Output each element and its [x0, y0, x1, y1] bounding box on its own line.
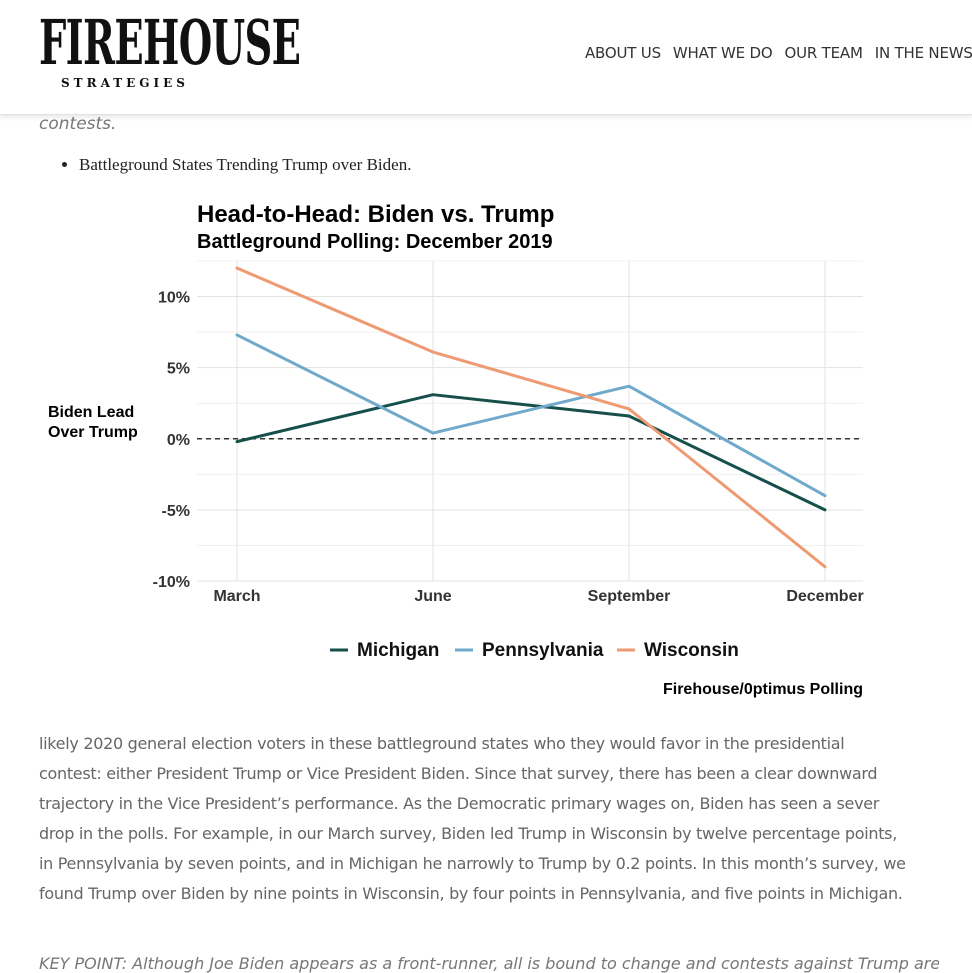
legend-label-michigan: Michigan: [357, 640, 439, 661]
legend-label-wisconsin: Wisconsin: [644, 640, 739, 661]
article-paragraph: likely 2020 general election voters in t…: [39, 734, 906, 903]
x-tick-label: March: [213, 588, 260, 605]
logo-tagline: STRATEGIES: [61, 76, 189, 90]
x-tick-label: June: [414, 588, 451, 605]
nav-in-the-news[interactable]: IN THE NEWS: [874, 44, 972, 62]
polling-line-chart: Head-to-Head: Biden vs. Trump Battlegrou…: [48, 201, 864, 698]
bullet-list: Battleground States Trending Trump over …: [57, 155, 411, 175]
chart-source: Firehouse/0ptimus Polling: [663, 681, 863, 698]
y-tick-label: -10%: [153, 574, 190, 591]
x-tick-label: December: [786, 588, 863, 605]
y-tick-label: 10%: [158, 290, 190, 307]
x-tick-label: September: [588, 588, 671, 605]
nav-about-us[interactable]: ABOUT US: [585, 44, 661, 62]
chart-grid: [197, 260, 863, 582]
legend-label-pennsylvania: Pennsylvania: [482, 640, 604, 661]
y-axis-label: Biden Lead Over Trump: [48, 404, 138, 441]
series-line-michigan: [235, 393, 827, 512]
series-line-wisconsin: [235, 266, 827, 569]
previous-paragraph-fragment: contests.: [39, 114, 117, 134]
nav-our-team[interactable]: OUR TEAM: [784, 44, 863, 62]
chart-series: [235, 266, 827, 569]
y-tick-label: 0%: [167, 432, 190, 449]
firehouse-logo[interactable]: FIREHOUSE STRATEGIES: [39, 6, 301, 96]
main-nav: ABOUT US WHAT WE DO OUR TEAM IN THE NEWS: [585, 44, 972, 62]
y-tick-label: -5%: [162, 503, 190, 520]
y-axis-ticks: -10% -5% 0% 5% 10%: [153, 290, 190, 591]
y-tick-label: 5%: [167, 361, 190, 378]
chart-title: Head-to-Head: Biden vs. Trump: [197, 201, 554, 228]
series-line-pennsylvania: [235, 333, 827, 498]
chart-legend: Michigan Pennsylvania Wisconsin: [330, 640, 739, 661]
site-header: FIREHOUSE STRATEGIES ABOUT US WHAT WE DO…: [0, 0, 972, 115]
logo-wordmark: FIREHOUSE: [39, 6, 301, 79]
bullet-item: Battleground States Trending Trump over …: [79, 155, 411, 175]
chart-subtitle: Battleground Polling: December 2019: [197, 231, 553, 253]
x-axis-ticks: March June September December: [213, 588, 863, 605]
nav-what-we-do[interactable]: WHAT WE DO: [672, 44, 773, 62]
next-paragraph-fragment: KEY POINT: Although Joe Biden appears as…: [39, 954, 939, 973]
